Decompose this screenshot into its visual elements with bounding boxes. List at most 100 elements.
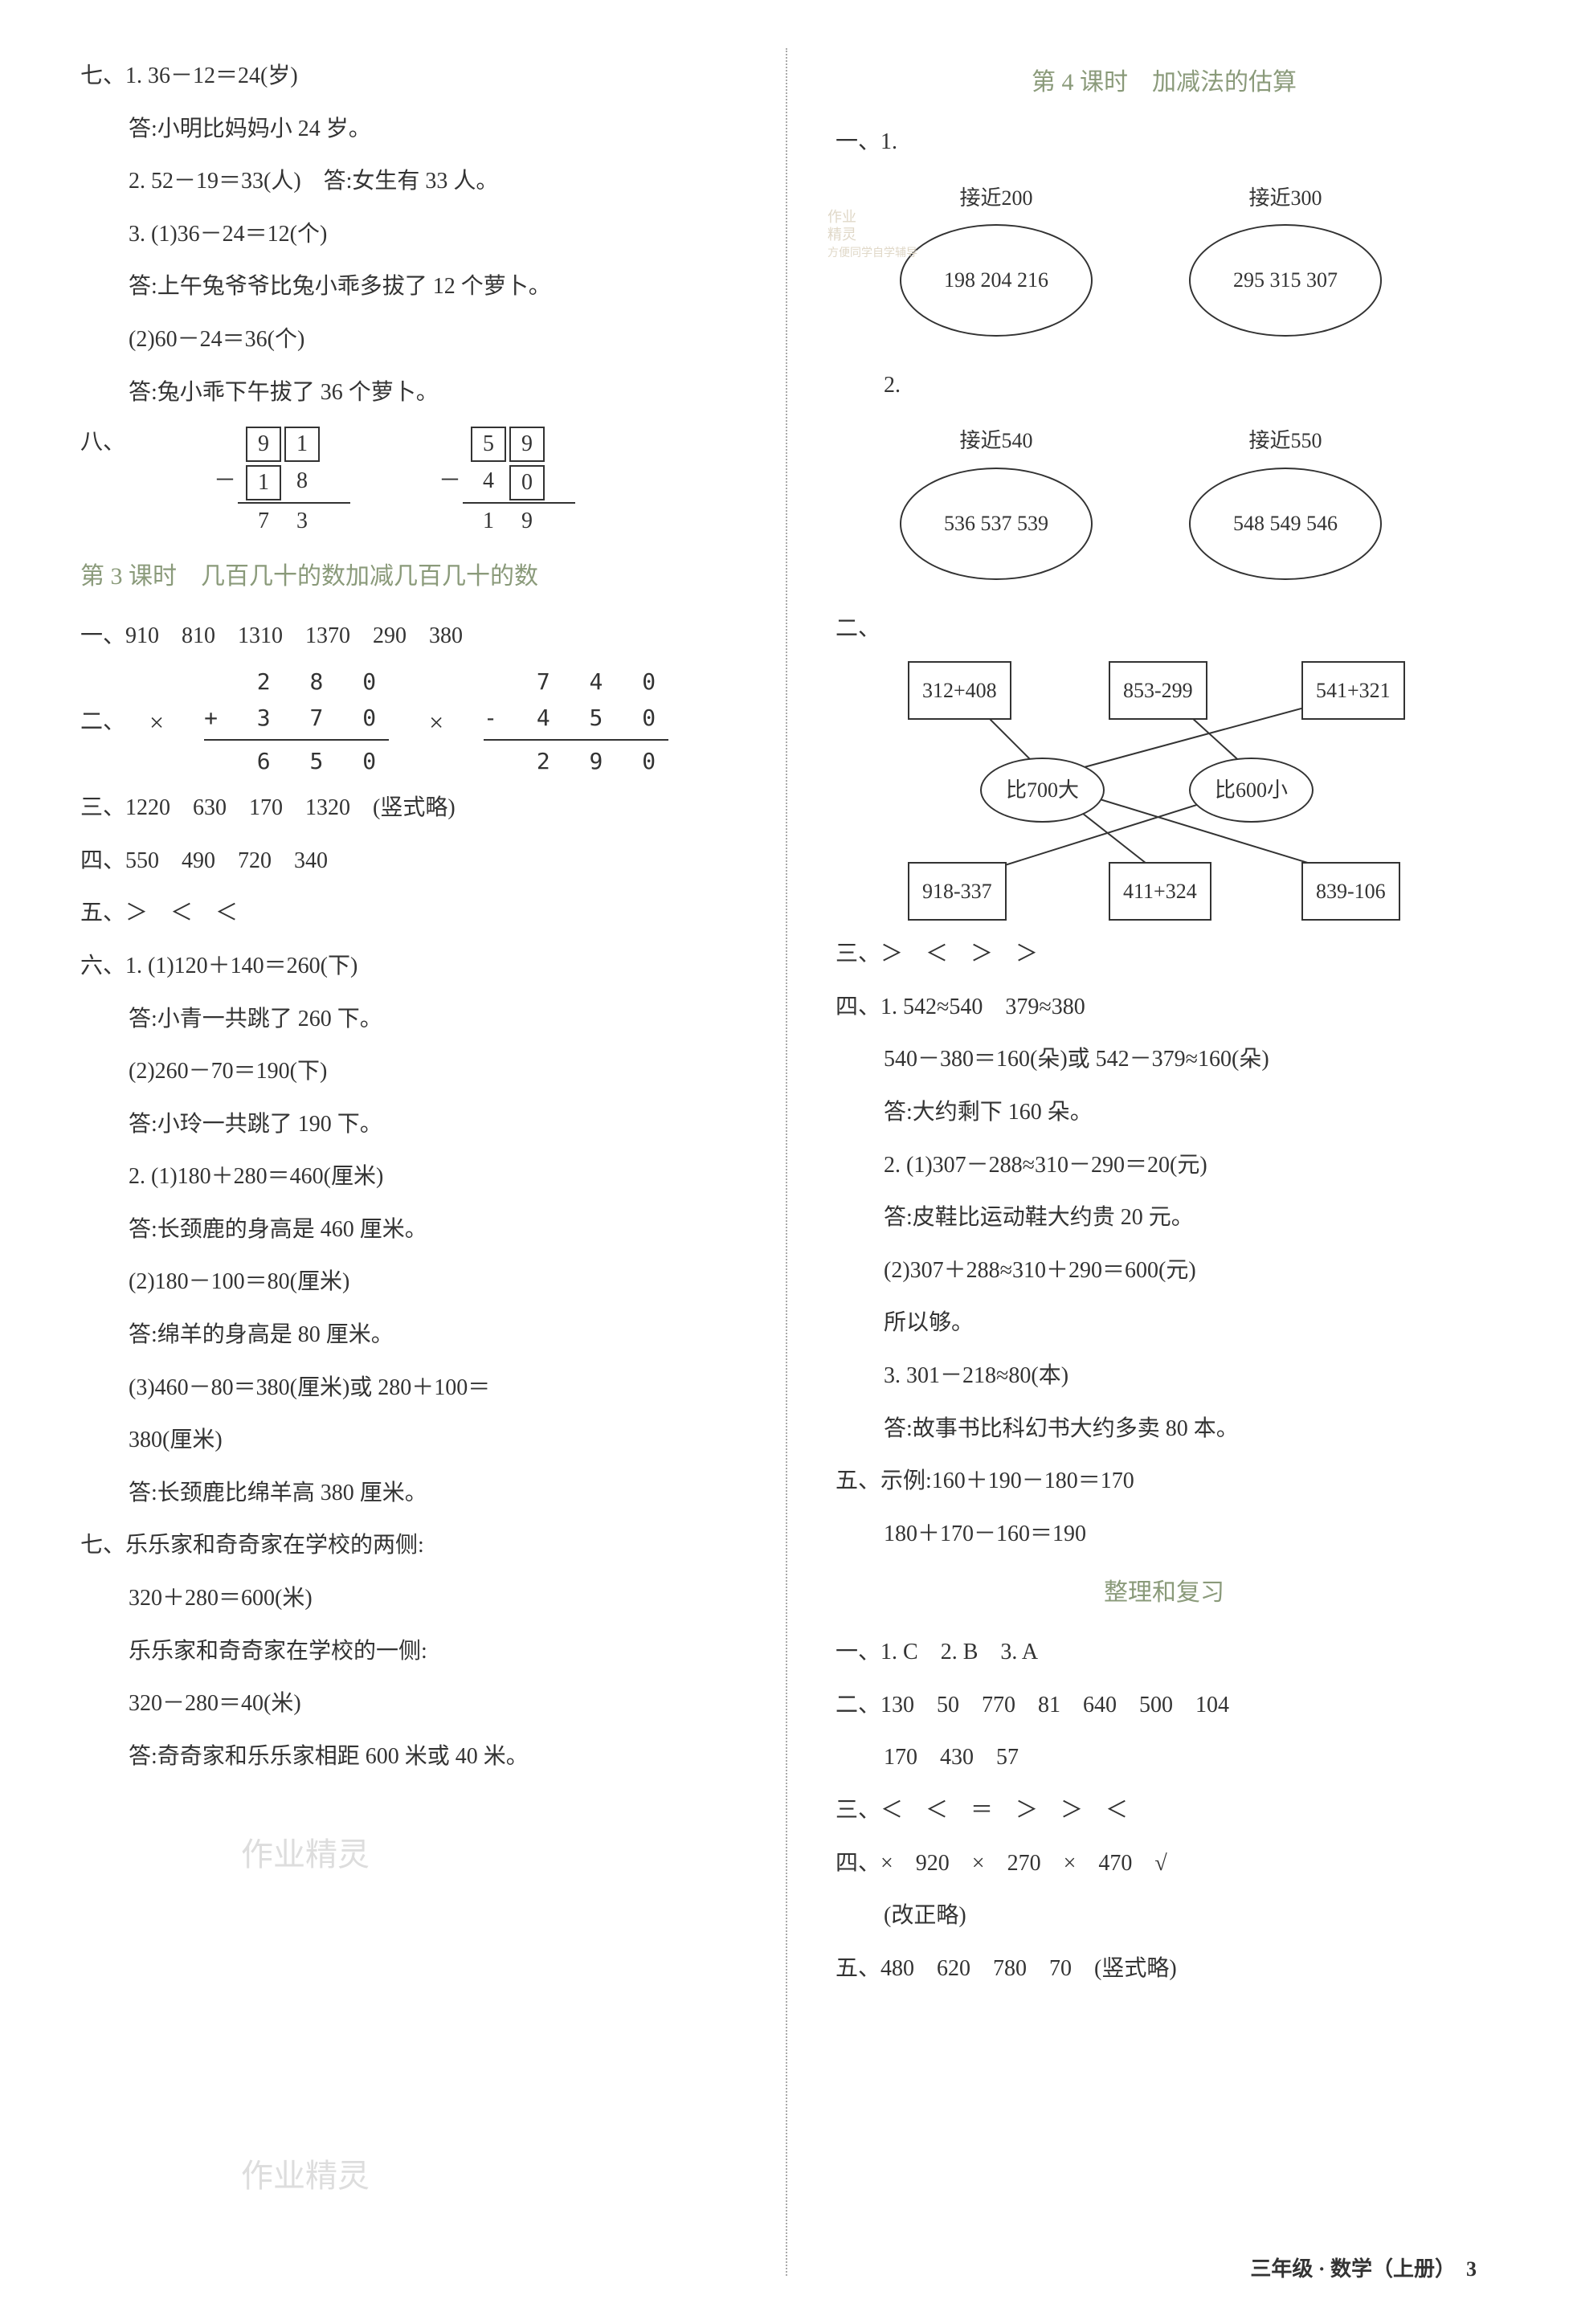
l1: 130 50 770 81 640 500 104: [880, 1693, 1229, 1717]
num: 2.: [129, 1164, 145, 1189]
calc1: 2 8 0 + 3 7 0 6 5 0: [204, 664, 389, 780]
sub-n: (2): [129, 327, 155, 352]
label: 五、: [836, 1468, 880, 1493]
q7-3-1: 3. (1)36－24＝12(个): [80, 210, 737, 259]
d: 9: [246, 427, 281, 462]
l3-q3: 三、1220 630 170 1320 (竖式略): [80, 783, 737, 833]
q8-label: 八、: [80, 425, 125, 460]
ellipse-label: 接近550: [1189, 418, 1382, 464]
l3-q7-l1: 320＋280＝600(米): [80, 1574, 737, 1624]
l3-q2: 二、 × 2 8 0 + 3 7 0 6 5 0 × 7 4 0 - 4 5 0…: [80, 664, 737, 780]
res: 2 9 0: [484, 744, 668, 780]
vals: ＞ ＜ ＞ ＞: [880, 941, 1038, 966]
left-column: 七、1. 36－12＝24(岁) 答:小明比妈妈小 24 岁。 2. 52－19…: [80, 48, 737, 2276]
lesson4-title: 第 4 课时 加减法的估算: [836, 56, 1493, 109]
vals: 550 490 720 340: [125, 848, 328, 873]
l4-q4-1: 四、1. 542≈540 379≈380: [836, 982, 1493, 1032]
lesson3-title: 第 3 课时 几百几十的数加减几百几十的数: [80, 550, 737, 603]
label: 四、: [80, 848, 125, 873]
d: 1: [284, 427, 320, 462]
eq: 301－218≈80(本): [906, 1363, 1068, 1388]
diag-oval: 比700大: [980, 758, 1105, 823]
l4-q5-l2: 180＋170－160＝190: [836, 1509, 1493, 1559]
t: 乐乐家和奇奇家在学校的两侧:: [125, 1533, 424, 1558]
ellipse: 198 204 216: [900, 224, 1093, 337]
l4-q4-3: 3. 301－218≈80(本): [836, 1351, 1493, 1401]
label: 七、: [80, 1533, 125, 1558]
eq: 60－24＝36(个): [155, 327, 305, 352]
right-column: 第 4 课时 加减法的估算 一、 1. 接近200 198 204 216 接近3…: [836, 48, 1493, 2276]
ans: 答:小玲一共跳了 190 下。: [80, 1100, 737, 1150]
n: (1): [148, 954, 174, 978]
ans: 所以够。: [836, 1298, 1493, 1348]
ellipse-group-1: 接近200 198 204 216 接近300 295 315 307: [900, 175, 1493, 337]
sign: ×: [149, 694, 164, 750]
eq: 120＋140＝260(下): [174, 954, 358, 978]
ellipse-label: 接近300: [1189, 175, 1382, 221]
d: 7: [246, 505, 281, 541]
l1: × 920 × 270 × 470 √: [880, 1851, 1167, 1876]
q7-3-2: (2)60－24＝36(个): [80, 315, 737, 365]
eq2: 380(厘米): [80, 1415, 737, 1465]
ellipse-item: 接近550 548 549 546: [1189, 418, 1382, 579]
num: 2.: [129, 169, 145, 194]
label: 七、: [80, 63, 125, 88]
ellipse: 295 315 307: [1189, 224, 1382, 337]
num: 2.: [884, 373, 901, 398]
rv-q4: 四、× 920 × 270 × 470 √: [836, 1839, 1493, 1889]
num: 3.: [884, 1363, 901, 1388]
d: 5: [471, 427, 506, 462]
eq: 180－100＝80(厘米): [155, 1269, 350, 1294]
vals: 910 810 1310 1370 290 380: [125, 623, 463, 648]
minus: －: [432, 465, 468, 500]
n: (1): [906, 1153, 933, 1178]
l3-q4: 四、550 490 720 340: [80, 836, 737, 886]
d: 3: [284, 505, 320, 541]
diag-box: 918-337: [908, 862, 1007, 921]
review-title: 整理和复习: [836, 1566, 1493, 1619]
ellipse: 548 549 546: [1189, 468, 1382, 580]
diag-oval: 比600小: [1189, 758, 1314, 823]
ellipse-group-2: 接近540 536 537 539 接近550 548 549 546: [900, 418, 1493, 579]
label: 一、: [80, 623, 125, 648]
ans: 答:长颈鹿的身高是 460 厘米。: [80, 1205, 737, 1255]
calc2: 7 4 0 - 4 5 0 2 9 0: [484, 664, 668, 780]
label: 六、: [80, 954, 125, 978]
label: 二、: [80, 697, 125, 747]
q8-p1: 91 －18 73: [206, 425, 350, 542]
l3-q5: 五、＞ ＜ ＜: [80, 888, 737, 938]
ans: 答:皮鞋比运动鞋大约贵 20 元。: [836, 1193, 1493, 1243]
q7-3-2-ans: 答:兔小乖下午拔了 36 个萝卜。: [80, 368, 737, 418]
num: 1.: [125, 954, 142, 978]
eq: 52－19＝33(人) 答:女生有 33 人。: [151, 169, 498, 194]
eq: 260－70＝190(下): [155, 1059, 328, 1084]
eq: 460－80＝380(厘米)或 280＋100＝: [155, 1375, 491, 1400]
q7-1-ans: 答:小明比妈妈小 24 岁。: [80, 104, 737, 154]
eq: 307＋288≈310＋290＝600(元): [910, 1258, 1196, 1283]
label: 三、: [836, 1798, 880, 1823]
l2: 540－380＝160(朵)或 542－379≈160(朵): [836, 1035, 1493, 1084]
ans: 答:长颈鹿比绵羊高 380 厘米。: [80, 1468, 737, 1518]
vals: 1220 630 170 1320 (竖式略): [125, 795, 456, 820]
l3-q1: 一、910 810 1310 1370 290 380: [80, 611, 737, 661]
sub-n: (1): [151, 222, 178, 247]
l4-q5: 五、示例:160＋190－180＝170: [836, 1456, 1493, 1506]
diag-box: 839-106: [1301, 862, 1400, 921]
watermark-small: 作业精灵方便同学自学辅导: [827, 209, 917, 261]
eq: 180＋280＝460(厘米): [178, 1164, 384, 1189]
ellipse-item: 接近540 536 537 539: [900, 418, 1093, 579]
d: 9: [509, 505, 545, 541]
rv-q4-l2: (改正略): [836, 1891, 1493, 1941]
ellipse-label: 接近200: [900, 175, 1093, 221]
label: 一、: [836, 1640, 880, 1664]
l3-q6-2-2: (2)180－100＝80(厘米): [80, 1257, 737, 1307]
diag-box: 853-299: [1109, 661, 1207, 720]
l3-q7-l4: 答:奇奇家和乐乐家相距 600 米或 40 米。: [80, 1732, 737, 1782]
l3-q6-1-2: (2)260－70＝190(下): [80, 1047, 737, 1097]
num: 1.: [880, 995, 897, 1019]
label: 五、: [80, 901, 125, 925]
vals: ＞ ＜ ＜: [125, 901, 238, 925]
l3-q6-1-1: 六、1. (1)120＋140＝260(下): [80, 941, 737, 991]
label: 二、: [836, 1693, 880, 1717]
sign: ×: [429, 694, 443, 750]
